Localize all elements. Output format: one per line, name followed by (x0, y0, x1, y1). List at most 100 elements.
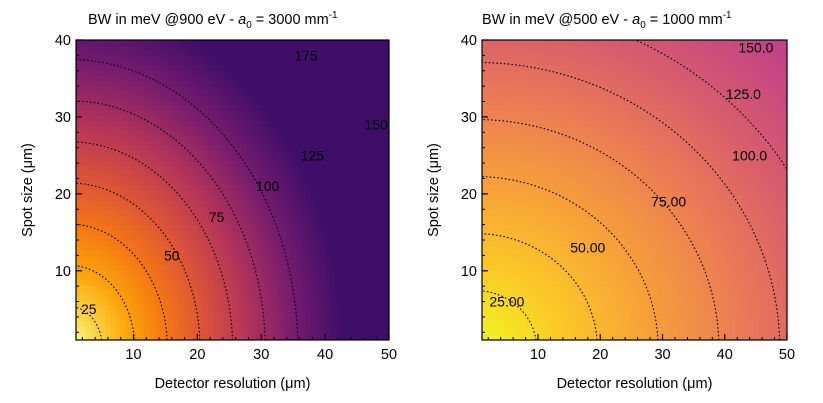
heatmap-cell (222, 180, 229, 186)
heatmap-cell (139, 95, 146, 101)
heatmap-cell (369, 250, 375, 256)
heatmap-cell (520, 270, 526, 276)
heatmap-cell (486, 300, 493, 306)
heatmap-cell (154, 80, 160, 86)
heatmap-cell (198, 200, 204, 206)
heatmap-cell (305, 335, 312, 340)
heatmap-cell (524, 135, 531, 141)
heatmap-cell (344, 70, 351, 76)
heatmap-cell (256, 110, 263, 116)
heatmap-cell (482, 85, 488, 91)
heatmap-cell (80, 245, 87, 251)
heatmap-cell (80, 310, 87, 316)
heatmap-cell (548, 285, 555, 291)
heatmap-cell (344, 200, 351, 206)
heatmap-cell (124, 280, 131, 286)
heatmap-cell (222, 120, 229, 126)
heatmap-cell (558, 60, 564, 66)
heatmap-cell (281, 80, 287, 86)
heatmap-cell (252, 60, 258, 66)
heatmap-cell (548, 230, 555, 236)
heatmap-cell (242, 45, 248, 51)
heatmap-cell (300, 45, 307, 51)
heatmap-cell (281, 265, 287, 271)
heatmap-cell (139, 210, 146, 216)
heatmap-cell (520, 195, 526, 201)
heatmap-cell (115, 250, 121, 256)
heatmap-cell (349, 130, 356, 136)
heatmap-cell (286, 215, 292, 221)
heatmap-cell (217, 230, 224, 236)
heatmap-cell (501, 305, 507, 311)
heatmap-cell (227, 75, 234, 81)
heatmap-cell (203, 265, 209, 271)
heatmap-cell (310, 215, 317, 221)
heatmap-cell (237, 75, 243, 81)
heatmap-cell (496, 195, 502, 201)
heatmap-cell (105, 175, 111, 181)
heatmap-cell (369, 110, 375, 116)
heatmap-cell (563, 140, 569, 146)
heatmap-cell (154, 40, 160, 46)
heatmap-cell (203, 325, 209, 331)
heatmap-cell (139, 200, 146, 206)
heatmap-cell (543, 40, 550, 46)
heatmap-cell (227, 200, 234, 206)
heatmap-cell (144, 165, 150, 171)
heatmap-cell (305, 235, 312, 241)
heatmap-cell (120, 180, 126, 186)
heatmap-cell (286, 40, 292, 46)
x-axis-label: Detector resolution (μm) (155, 376, 311, 392)
heatmap-cell (379, 145, 385, 151)
heatmap-cell (359, 145, 366, 151)
heatmap-cell (520, 230, 526, 236)
heatmap-cell (212, 155, 219, 161)
heatmap-cell (120, 130, 126, 136)
heatmap-cell (548, 300, 555, 306)
heatmap-cell (539, 175, 545, 181)
heatmap-cell (491, 275, 497, 281)
heatmap-cell (379, 185, 385, 191)
heatmap-cell (252, 50, 258, 56)
heatmap-cell (276, 260, 283, 266)
heatmap-cell (227, 175, 234, 181)
heatmap-cell (115, 70, 121, 76)
heatmap-cell (242, 180, 248, 186)
heatmap-cell (286, 275, 292, 281)
heatmap-cell (276, 225, 283, 231)
heatmap-cell (271, 230, 278, 236)
heatmap-cell (384, 185, 389, 191)
heatmap-cell (340, 230, 346, 236)
heatmap-cell (359, 50, 366, 56)
heatmap-cell (286, 285, 292, 291)
heatmap-cell (349, 280, 356, 286)
heatmap-cell (482, 220, 488, 226)
heatmap-cell (501, 300, 507, 306)
heatmap-cell (276, 285, 283, 291)
heatmap-cell (553, 330, 559, 336)
heatmap-cell (90, 130, 97, 136)
heatmap-cell (217, 335, 224, 340)
heatmap-cell (124, 45, 131, 51)
heatmap-cell (359, 45, 366, 51)
heatmap-cell (95, 115, 102, 121)
heatmap-cell (193, 40, 199, 46)
heatmap-cell (510, 110, 516, 116)
heatmap-cell (261, 200, 268, 206)
heatmap-cell (482, 60, 488, 66)
heatmap-cell (340, 155, 346, 161)
heatmap-cell (553, 185, 559, 191)
heatmap-cell (379, 280, 385, 286)
heatmap-cell (374, 310, 380, 316)
heatmap-cell (558, 330, 564, 336)
heatmap-cell (305, 115, 312, 121)
heatmap-cell (232, 115, 238, 121)
heatmap-cell (340, 285, 346, 291)
heatmap-cell (252, 255, 258, 261)
heatmap-cell (335, 205, 341, 211)
heatmap-cell (315, 280, 322, 286)
heatmap-cell (115, 115, 121, 121)
heatmap-cell (261, 220, 268, 226)
heatmap-cell (315, 185, 322, 191)
heatmap-cell (173, 225, 180, 231)
